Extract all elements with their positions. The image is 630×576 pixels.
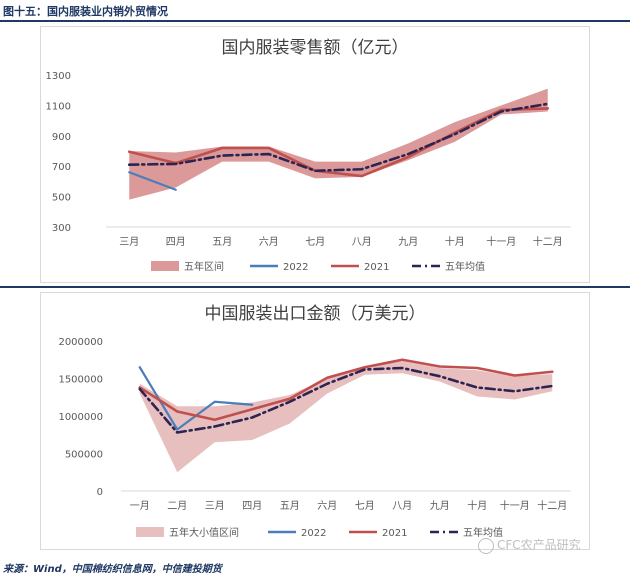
x-tick-label: 五月 [212,236,232,248]
y-tick-label: 0 [97,487,103,498]
y-tick-label: 1100 [46,101,71,112]
legend-label: 2022 [301,528,326,539]
export-chart-panel: 中国服装出口金额（万美元） 0 500000 1000000 1500000 200000… [40,292,590,550]
x-tick-label: 九月 [398,236,418,248]
legend-label: 2021 [382,528,407,539]
y-tick-label: 500000 [65,450,103,461]
export-chart: 中国服装出口金额（万美元） 0 500000 1000000 1500000 200000… [58,304,571,539]
legend-label: 五年区间 [184,260,224,273]
retail-sales-chart: 国内服装零售额（亿元） 300 500 700 900 1100 1300 三月 四月 五月 六月 七… [46,38,571,273]
y-tick-label: 1500000 [58,375,103,386]
x-tick-label: 八月 [352,236,372,248]
watermark: CFC农产品研究 [478,536,581,554]
chart-title: 国内服装零售额（亿元） [222,38,409,58]
y-tick-label: 900 [52,132,71,143]
x-tick-label: 六月 [317,500,337,512]
top-rule [0,20,630,22]
middle-rule [0,286,630,288]
legend-label: 五年均值 [445,260,485,273]
x-tick-label: 十二月 [533,235,563,248]
wechat-icon [478,537,494,554]
legend-label: 2021 [364,262,389,273]
legend-swatch-band [151,261,179,271]
series-line-2022 [128,171,177,191]
x-tick-label: 三月 [119,236,139,248]
legend-label: 2022 [283,262,308,273]
x-tick-label: 七月 [355,500,375,512]
series-line-2021 [138,358,554,422]
series-line-five-year-avg [138,366,554,434]
band-area [129,88,548,200]
x-tick-label: 二月 [167,500,187,512]
legend-label: 五年大小值区间 [169,526,239,539]
y-tick-label: 2000000 [58,337,103,348]
x-tick-label: 九月 [430,500,450,512]
x-tick-label: 三月 [205,500,225,512]
series-line-five-year-avg [127,102,550,173]
source-note: 来源：Wind，中国棉纺织信息网，中信建投期货 [3,564,222,575]
x-tick-label: 六月 [259,236,279,248]
x-tick-label: 十二月 [537,499,567,512]
series-line-2021 [127,107,550,178]
x-tick-label: 五月 [280,500,300,512]
figure-caption: 图十五：国内服装业内销外贸情况 [3,5,168,18]
x-tick-label: 七月 [305,236,325,248]
y-tick-label: 700 [52,162,71,173]
y-tick-label: 500 [52,193,71,204]
watermark-text: CFC农产品研究 [497,538,581,552]
legend-swatch-band [136,527,164,537]
x-tick-label: 一月 [130,500,150,512]
chart-title: 中国服装出口金额（万美元） [205,304,426,324]
y-tick-label: 1300 [46,71,71,82]
retail-sales-chart-panel: 国内服装零售额（亿元） 300 500 700 900 1100 1300 三月 四月 五月 六月 七… [40,26,590,283]
x-tick-label: 十一月 [500,499,530,512]
x-tick-label: 十一月 [486,235,516,248]
y-tick-label: 1000000 [58,412,103,423]
legend-label: 五年均值 [463,526,503,539]
x-tick-label: 四月 [242,500,262,512]
x-tick-label: 十月 [445,235,465,248]
x-tick-label: 八月 [392,500,412,512]
x-tick-label: 十月 [467,499,487,512]
y-tick-label: 300 [52,223,71,234]
x-tick-label: 四月 [166,236,186,248]
